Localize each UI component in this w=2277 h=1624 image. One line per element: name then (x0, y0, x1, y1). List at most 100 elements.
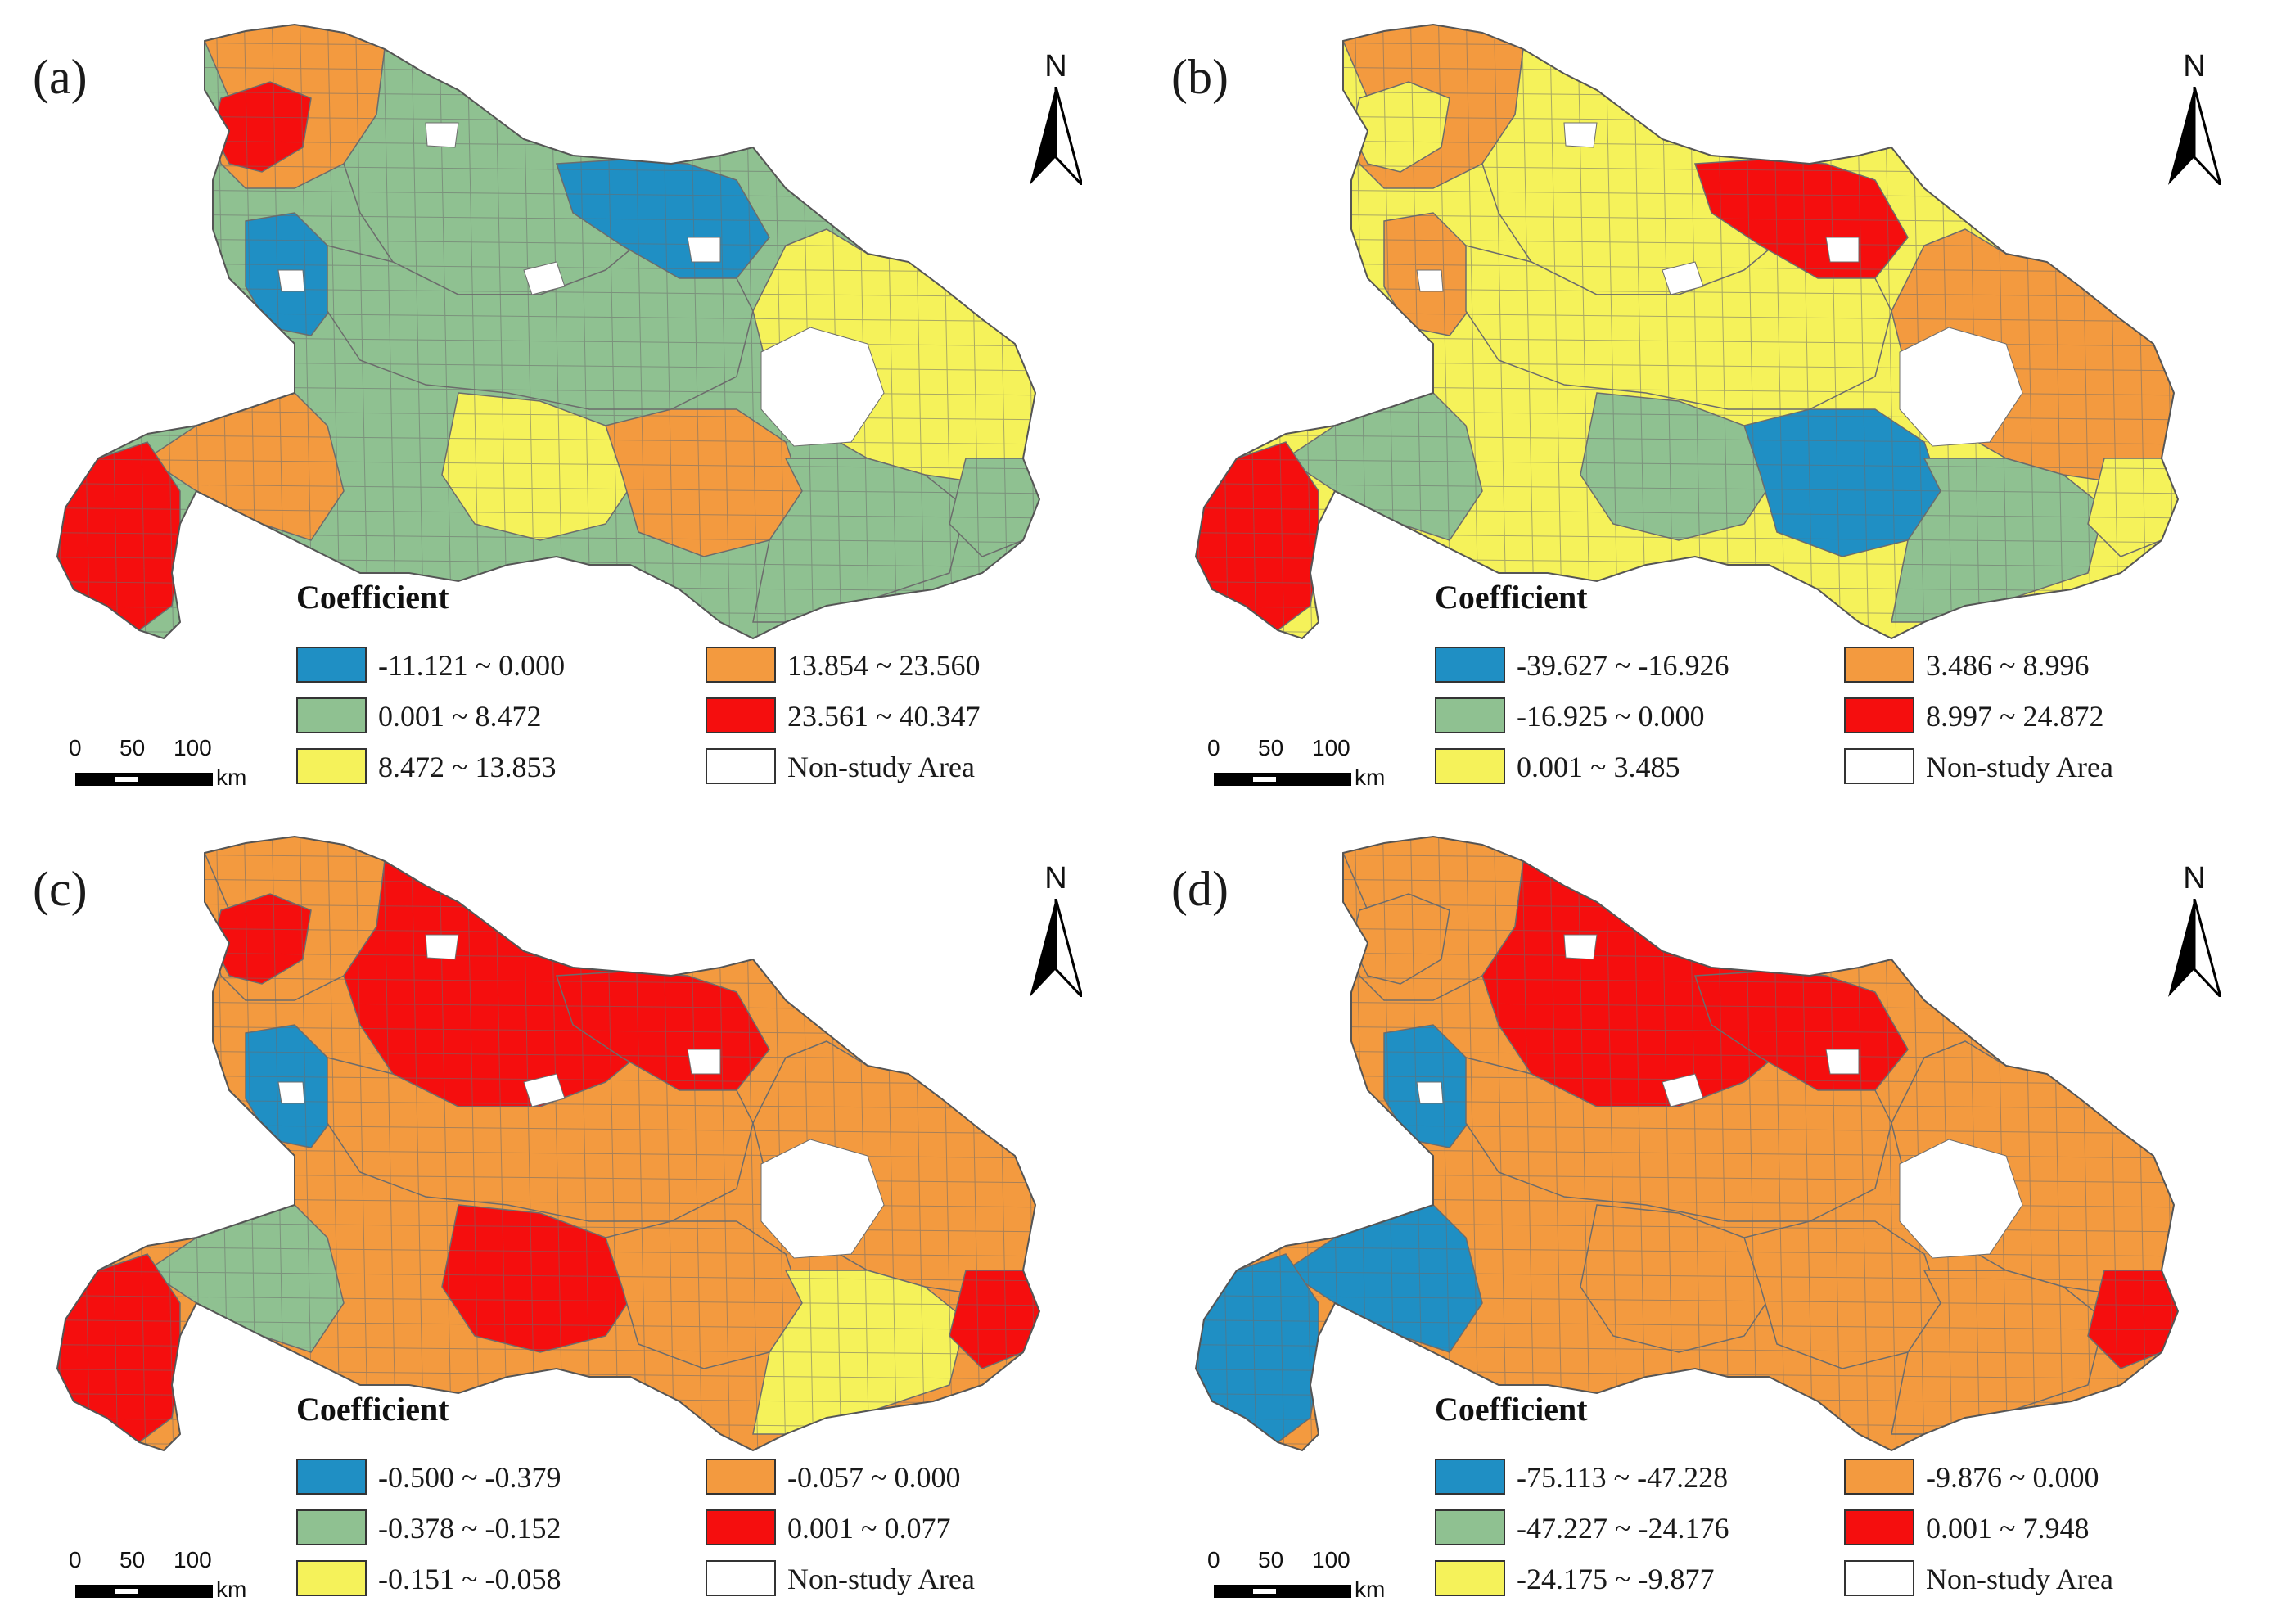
north-label: N (1044, 861, 1067, 895)
legend-range: Non-study Area (1926, 1563, 2113, 1595)
legend-range: 0.001 ~ 3.485 (1517, 751, 1680, 783)
legend-range: 23.561 ~ 40.347 (787, 700, 981, 733)
non-study-area-patch (1899, 1139, 2023, 1259)
non-study-area-patch (687, 237, 721, 263)
scale-unit: km (216, 1577, 247, 1602)
legend-range: -24.175 ~ -9.877 (1517, 1563, 1715, 1595)
non-study-area-patch (1825, 237, 1860, 263)
scale-bar: 0 50 100 km (1207, 1547, 1404, 1613)
legend-range: 8.472 ~ 13.853 (378, 751, 557, 783)
scale-tick: 50 (119, 1547, 146, 1572)
scale-tick: 50 (119, 735, 146, 760)
scale-tick: 0 (69, 735, 82, 760)
legend-swatch (1435, 748, 1505, 784)
non-study-area-patch (1662, 261, 1704, 295)
map-region-southwest-tip (57, 441, 181, 631)
legend-swatch (1844, 748, 1914, 784)
scale-tick: 100 (174, 735, 212, 760)
panel-label: (d) (1171, 862, 1229, 916)
north-label: N (2183, 49, 2206, 83)
north-arrow-icon: N (1023, 861, 1089, 1000)
non-study-area-patch (760, 1139, 885, 1259)
north-arrow-icon: N (2162, 49, 2227, 188)
scale-tick: 50 (1258, 1547, 1284, 1572)
non-study-area-patch (1416, 1081, 1444, 1104)
panel-a: (a) N Coefficient -11.121 ~ 0.000 0.001 ~… (0, 0, 1138, 812)
non-study-area-patch (523, 261, 566, 295)
legend-swatch (1435, 647, 1505, 683)
non-study-area-patch (1563, 934, 1598, 960)
scale-tick: 100 (1312, 735, 1350, 760)
legend-range: -0.057 ~ 0.000 (787, 1461, 961, 1494)
legend-swatch (1844, 1509, 1914, 1545)
non-study-area-patch (1563, 122, 1598, 148)
map-region-southwest-tip (57, 1253, 181, 1443)
legend-range: Non-study Area (787, 751, 975, 783)
non-study-area-patch (523, 1073, 566, 1107)
legend-range: 3.486 ~ 8.996 (1926, 649, 2090, 682)
map-region-central-south (441, 1204, 639, 1353)
legend-swatch (296, 748, 367, 784)
panel-label: (a) (33, 50, 88, 104)
legend-range: -16.925 ~ 0.000 (1517, 700, 1705, 733)
non-study-area-patch (425, 122, 459, 148)
non-study-area-patch (277, 1081, 305, 1104)
choropleth-map (1194, 835, 2180, 1452)
legend-swatch (296, 1560, 367, 1596)
map-region-southwest-tip (1196, 1253, 1319, 1443)
choropleth-map (1194, 23, 2180, 640)
scale-bar-segment (1253, 1589, 1276, 1594)
scale-bar: 0 50 100 km (1207, 735, 1404, 801)
legend-swatch (1844, 647, 1914, 683)
legend-range: Non-study Area (787, 1563, 975, 1595)
panel-label: (b) (1171, 50, 1229, 104)
legend-swatch (296, 697, 367, 733)
legend-swatch (1844, 1459, 1914, 1495)
scale-bar-segment (1253, 777, 1276, 782)
non-study-area-patch (687, 1049, 721, 1075)
legend-swatch (296, 1459, 367, 1495)
non-study-area-patch (1662, 1073, 1704, 1107)
legend-range: -0.151 ~ -0.058 (378, 1563, 561, 1595)
scale-bar-body (1214, 773, 1351, 786)
non-study-area-patch (277, 269, 305, 292)
scale-tick: 100 (174, 1547, 212, 1572)
legend-range: Non-study Area (1926, 751, 2113, 783)
scale-bar-body (75, 1585, 213, 1598)
legend-swatch (706, 748, 776, 784)
non-study-area-patch (1416, 269, 1444, 292)
panel-label: (c) (33, 862, 88, 916)
legend-swatch (1844, 1560, 1914, 1596)
north-arrow-icon: N (2162, 861, 2227, 1000)
choropleth-map (56, 835, 1041, 1452)
scale-tick: 50 (1258, 735, 1284, 760)
legend-swatch (1435, 1459, 1505, 1495)
legend-range: -11.121 ~ 0.000 (378, 649, 566, 682)
legend-swatch (1435, 1509, 1505, 1545)
panel-d: (d) N Coefficient -75.113 ~ -47.228 -47.2… (1138, 812, 2277, 1624)
map-region-central-south (1580, 392, 1778, 541)
legend-range: -47.227 ~ -24.176 (1517, 1512, 1729, 1545)
legend-swatch (1435, 1560, 1505, 1596)
scale-tick: 0 (1207, 735, 1220, 760)
panel-c: (c) N Coefficient -0.500 ~ -0.379 -0.378 … (0, 812, 1138, 1624)
scale-bar-body (1214, 1585, 1351, 1598)
legend-swatch (296, 647, 367, 683)
scale-unit: km (1355, 765, 1386, 790)
scale-bar-segment (115, 1589, 138, 1594)
non-study-area-patch (1899, 327, 2023, 447)
legend-range: 13.854 ~ 23.560 (787, 649, 981, 682)
legend-range: 0.001 ~ 8.472 (378, 700, 542, 733)
scale-bar: 0 50 100 km (69, 735, 265, 801)
map-region-southwest-tip (1196, 441, 1319, 631)
scale-bar: 0 50 100 km (69, 1547, 265, 1613)
legend-swatch (706, 1459, 776, 1495)
scale-tick: 0 (69, 1547, 82, 1572)
scale-tick: 100 (1312, 1547, 1350, 1572)
legend-range: -39.627 ~ -16.926 (1517, 649, 1729, 682)
north-arrow-icon: N (1023, 49, 1089, 188)
legend-swatch (1435, 697, 1505, 733)
legend-range: -9.876 ~ 0.000 (1926, 1461, 2099, 1494)
choropleth-map (56, 23, 1041, 640)
legend-range: -75.113 ~ -47.228 (1517, 1461, 1729, 1494)
